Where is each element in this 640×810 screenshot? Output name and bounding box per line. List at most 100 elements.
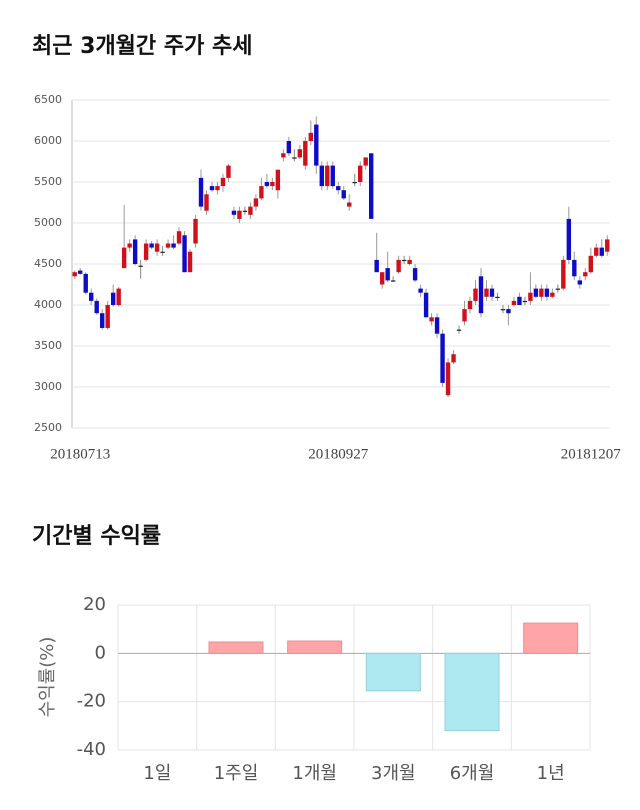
candle-body (495, 296, 500, 298)
candle-body (363, 157, 368, 166)
candle-body (259, 186, 264, 199)
candle-body (385, 268, 390, 281)
candle-body (187, 251, 193, 273)
candle-body (209, 186, 215, 191)
y-tick-label: 5500 (34, 175, 62, 188)
chart-title: 기간별 수익률 (32, 524, 161, 549)
y-tick-label: 6000 (34, 134, 62, 147)
candle-body (110, 292, 116, 305)
candle-body (401, 259, 407, 262)
candle-body (500, 309, 506, 311)
y-tick-label: 20 (83, 594, 106, 615)
candle-body (78, 270, 83, 274)
y-tick-label: 0 (95, 642, 106, 663)
candle-body (489, 288, 495, 297)
candle-body (522, 300, 528, 303)
candle-body (319, 165, 324, 187)
candle-body (127, 243, 132, 248)
bar (523, 622, 579, 654)
candle-body (226, 165, 231, 178)
candle-body (434, 317, 440, 334)
candle-body (176, 231, 182, 244)
candle-body (138, 265, 143, 267)
candle-body (94, 300, 99, 314)
candle-body (330, 165, 335, 187)
candle-body (528, 292, 533, 301)
candle-body (314, 124, 319, 166)
candle-body (550, 292, 555, 297)
candle-body (467, 300, 473, 310)
candle-body (352, 182, 357, 184)
x-tick-label: 3개월 (371, 763, 416, 784)
candle-body (594, 247, 599, 256)
bar (444, 652, 500, 732)
candle-body (215, 186, 220, 191)
candle-body (423, 292, 429, 318)
x-tick-label: 1년 (537, 763, 565, 784)
candle-body (83, 273, 88, 293)
candle-body (456, 329, 462, 331)
candle-body (270, 182, 275, 187)
candle-body (445, 362, 451, 396)
candle-body (599, 247, 604, 256)
candle-body (303, 141, 308, 166)
x-tick-label: 20180927 (308, 446, 369, 462)
x-tick-label: 1주일 (214, 763, 259, 784)
candle-body (379, 272, 385, 285)
candle-body (198, 177, 204, 207)
candle-body (374, 259, 379, 273)
candle-body (407, 259, 412, 264)
y-tick-label: 4000 (34, 298, 62, 311)
candle-body (572, 259, 577, 277)
y-tick-label: -40 (77, 739, 106, 760)
candle-body (533, 288, 539, 297)
y-axis-label: 수익률(%) (37, 637, 58, 718)
candle-body (544, 288, 550, 297)
candle-body (390, 280, 396, 282)
candle-body (511, 300, 517, 305)
candle-body (248, 206, 253, 215)
candle-body (506, 309, 511, 314)
candle-body (121, 247, 127, 269)
candle-body (275, 169, 281, 191)
x-tick-label: 20181207 (561, 446, 622, 462)
candle-body (341, 190, 346, 199)
candle-body (281, 153, 286, 158)
candle-body (193, 218, 198, 244)
y-tick-label: 3000 (34, 380, 62, 393)
candle-body (99, 313, 105, 328)
candle-body (132, 239, 138, 264)
candle-body (297, 149, 303, 158)
candle-body (336, 186, 341, 191)
candle-body (182, 235, 187, 273)
candle-body (347, 202, 352, 207)
y-tick-label: 2500 (34, 421, 62, 434)
candle-body (116, 288, 121, 305)
bar (365, 652, 421, 692)
candle-body (89, 292, 94, 301)
candle-body (566, 218, 572, 260)
candle-body (396, 259, 401, 273)
candle-body (484, 288, 489, 297)
candle-body (462, 309, 467, 322)
candle-body (451, 354, 456, 363)
y-tick-label: 5000 (34, 216, 62, 229)
y-tick-label: 3500 (34, 339, 62, 352)
x-tick-label: 6개월 (450, 763, 495, 784)
candle-body (517, 296, 522, 305)
candle-body (292, 157, 297, 159)
candle-body (231, 210, 237, 215)
candle-body (418, 288, 423, 293)
candle-body (429, 317, 434, 322)
candle-body (440, 333, 445, 383)
candle-body (220, 177, 226, 187)
candle-body (105, 305, 110, 328)
candle-body (412, 268, 418, 281)
candle-body (368, 153, 374, 219)
candle-body (583, 272, 588, 277)
x-tick-label: 20180713 (50, 446, 110, 462)
candle-body (165, 243, 171, 248)
x-tick-label: 1일 (143, 763, 171, 784)
chart-title: 최근 3개월간 주가 추세 (32, 34, 252, 59)
